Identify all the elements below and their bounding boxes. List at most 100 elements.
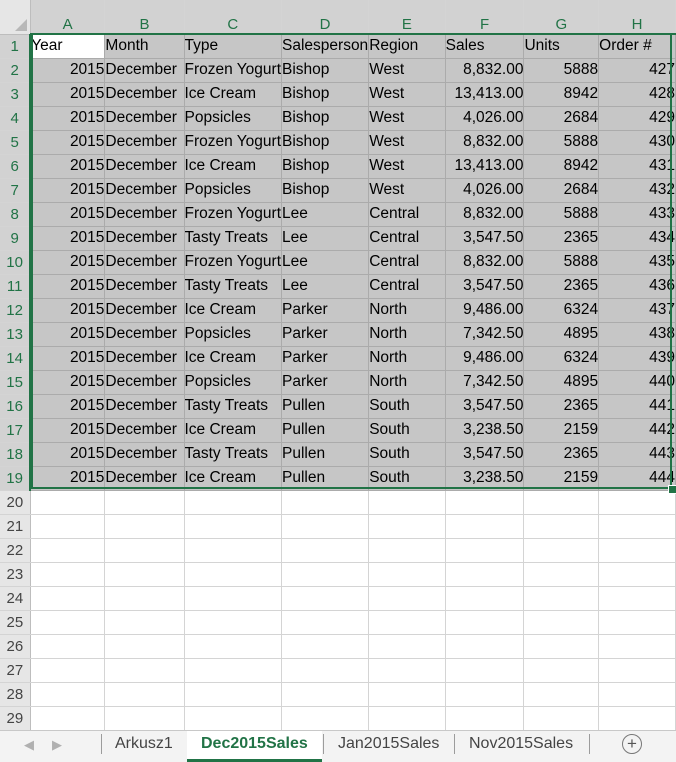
empty-cell[interactable] (598, 538, 676, 563)
row-header[interactable]: 23 (0, 562, 31, 587)
data-cell[interactable]: 443 (598, 442, 676, 467)
data-cell[interactable]: 8,832.00 (445, 58, 525, 83)
data-cell[interactable]: 3,238.50 (445, 418, 525, 443)
data-cell[interactable]: December (104, 418, 185, 443)
empty-cell[interactable] (30, 634, 106, 659)
data-cell[interactable]: Pullen (281, 418, 370, 443)
data-cell[interactable]: 6324 (523, 298, 600, 323)
data-cell[interactable]: December (104, 202, 185, 227)
empty-cell[interactable] (368, 682, 446, 707)
empty-cell[interactable] (281, 706, 370, 730)
header-cell[interactable]: Salesperson (281, 34, 370, 59)
data-cell[interactable]: December (104, 442, 185, 467)
data-cell[interactable]: 8942 (523, 82, 600, 107)
empty-cell[interactable] (445, 562, 525, 587)
data-cell[interactable]: Pullen (281, 394, 370, 419)
row-header[interactable]: 25 (0, 610, 31, 635)
data-cell[interactable]: 2015 (30, 394, 106, 419)
row-header[interactable]: 26 (0, 634, 31, 659)
data-cell[interactable]: 4895 (523, 370, 600, 395)
data-cell[interactable]: Popsicles (184, 370, 283, 395)
empty-cell[interactable] (184, 634, 283, 659)
empty-cell[interactable] (368, 562, 446, 587)
data-cell[interactable]: Lee (281, 250, 370, 275)
empty-cell[interactable] (598, 682, 676, 707)
data-cell[interactable]: 428 (598, 82, 676, 107)
empty-cell[interactable] (598, 610, 676, 635)
empty-cell[interactable] (598, 562, 676, 587)
empty-cell[interactable] (523, 634, 600, 659)
data-cell[interactable]: December (104, 226, 185, 251)
data-cell[interactable]: West (368, 106, 446, 131)
data-cell[interactable]: December (104, 370, 185, 395)
empty-cell[interactable] (523, 586, 600, 611)
data-cell[interactable]: December (104, 250, 185, 275)
empty-cell[interactable] (523, 682, 600, 707)
data-cell[interactable]: Tasty Treats (184, 442, 283, 467)
data-cell[interactable]: Tasty Treats (184, 394, 283, 419)
data-cell[interactable]: December (104, 394, 185, 419)
data-cell[interactable]: Ice Cream (184, 154, 283, 179)
tab-arkusz1[interactable]: Arkusz1 (115, 735, 173, 752)
data-cell[interactable]: Ice Cream (184, 418, 283, 443)
data-cell[interactable]: 2015 (30, 250, 106, 275)
row-header[interactable]: 9 (0, 226, 32, 251)
row-header[interactable]: 13 (0, 322, 32, 347)
tab-dec2015sales[interactable]: Dec2015Sales (187, 731, 322, 762)
data-cell[interactable]: 440 (598, 370, 676, 395)
data-cell[interactable]: 5888 (523, 58, 600, 83)
data-cell[interactable]: 438 (598, 322, 676, 347)
data-cell[interactable]: December (104, 82, 185, 107)
data-cell[interactable]: 5888 (523, 130, 600, 155)
empty-cell[interactable] (368, 490, 446, 515)
data-cell[interactable]: North (368, 346, 446, 371)
data-cell[interactable]: 4,026.00 (445, 178, 525, 203)
data-cell[interactable]: 5888 (523, 202, 600, 227)
data-cell[interactable]: 2015 (30, 82, 106, 107)
data-cell[interactable]: Bishop (281, 82, 370, 107)
empty-cell[interactable] (523, 538, 600, 563)
row-header[interactable]: 11 (0, 274, 32, 299)
data-cell[interactable]: 4,026.00 (445, 106, 525, 131)
data-cell[interactable]: 9,486.00 (445, 298, 525, 323)
data-cell[interactable]: 2015 (30, 154, 106, 179)
data-cell[interactable]: 433 (598, 202, 676, 227)
data-cell[interactable]: December (104, 58, 185, 83)
empty-cell[interactable] (445, 610, 525, 635)
empty-cell[interactable] (104, 538, 185, 563)
empty-cell[interactable] (598, 490, 676, 515)
data-cell[interactable]: 430 (598, 130, 676, 155)
data-cell[interactable]: Pullen (281, 466, 370, 491)
row-header[interactable]: 21 (0, 514, 31, 539)
data-cell[interactable]: Parker (281, 298, 370, 323)
data-cell[interactable]: West (368, 130, 446, 155)
empty-cell[interactable] (30, 610, 106, 635)
row-header[interactable]: 22 (0, 538, 31, 563)
data-cell[interactable]: 7,342.50 (445, 322, 525, 347)
data-cell[interactable]: 2365 (523, 274, 600, 299)
empty-cell[interactable] (104, 658, 185, 683)
header-cell[interactable]: Region (368, 34, 446, 59)
data-cell[interactable]: Frozen Yogurt (184, 202, 283, 227)
empty-cell[interactable] (184, 706, 283, 730)
row-header[interactable]: 6 (0, 154, 32, 179)
data-cell[interactable]: 2159 (523, 418, 600, 443)
row-header[interactable]: 18 (0, 442, 32, 467)
empty-cell[interactable] (184, 562, 283, 587)
row-header[interactable]: 4 (0, 106, 32, 131)
data-cell[interactable]: North (368, 322, 446, 347)
data-cell[interactable]: December (104, 298, 185, 323)
data-cell[interactable]: South (368, 418, 446, 443)
empty-cell[interactable] (30, 562, 106, 587)
row-header[interactable]: 15 (0, 370, 32, 395)
data-cell[interactable]: 439 (598, 346, 676, 371)
column-header-c[interactable]: C (184, 0, 283, 35)
empty-cell[interactable] (104, 490, 185, 515)
data-cell[interactable]: Popsicles (184, 322, 283, 347)
data-cell[interactable]: 437 (598, 298, 676, 323)
data-cell[interactable]: Ice Cream (184, 298, 283, 323)
empty-cell[interactable] (30, 514, 106, 539)
data-cell[interactable]: 2365 (523, 226, 600, 251)
header-cell[interactable]: Sales (445, 34, 525, 59)
